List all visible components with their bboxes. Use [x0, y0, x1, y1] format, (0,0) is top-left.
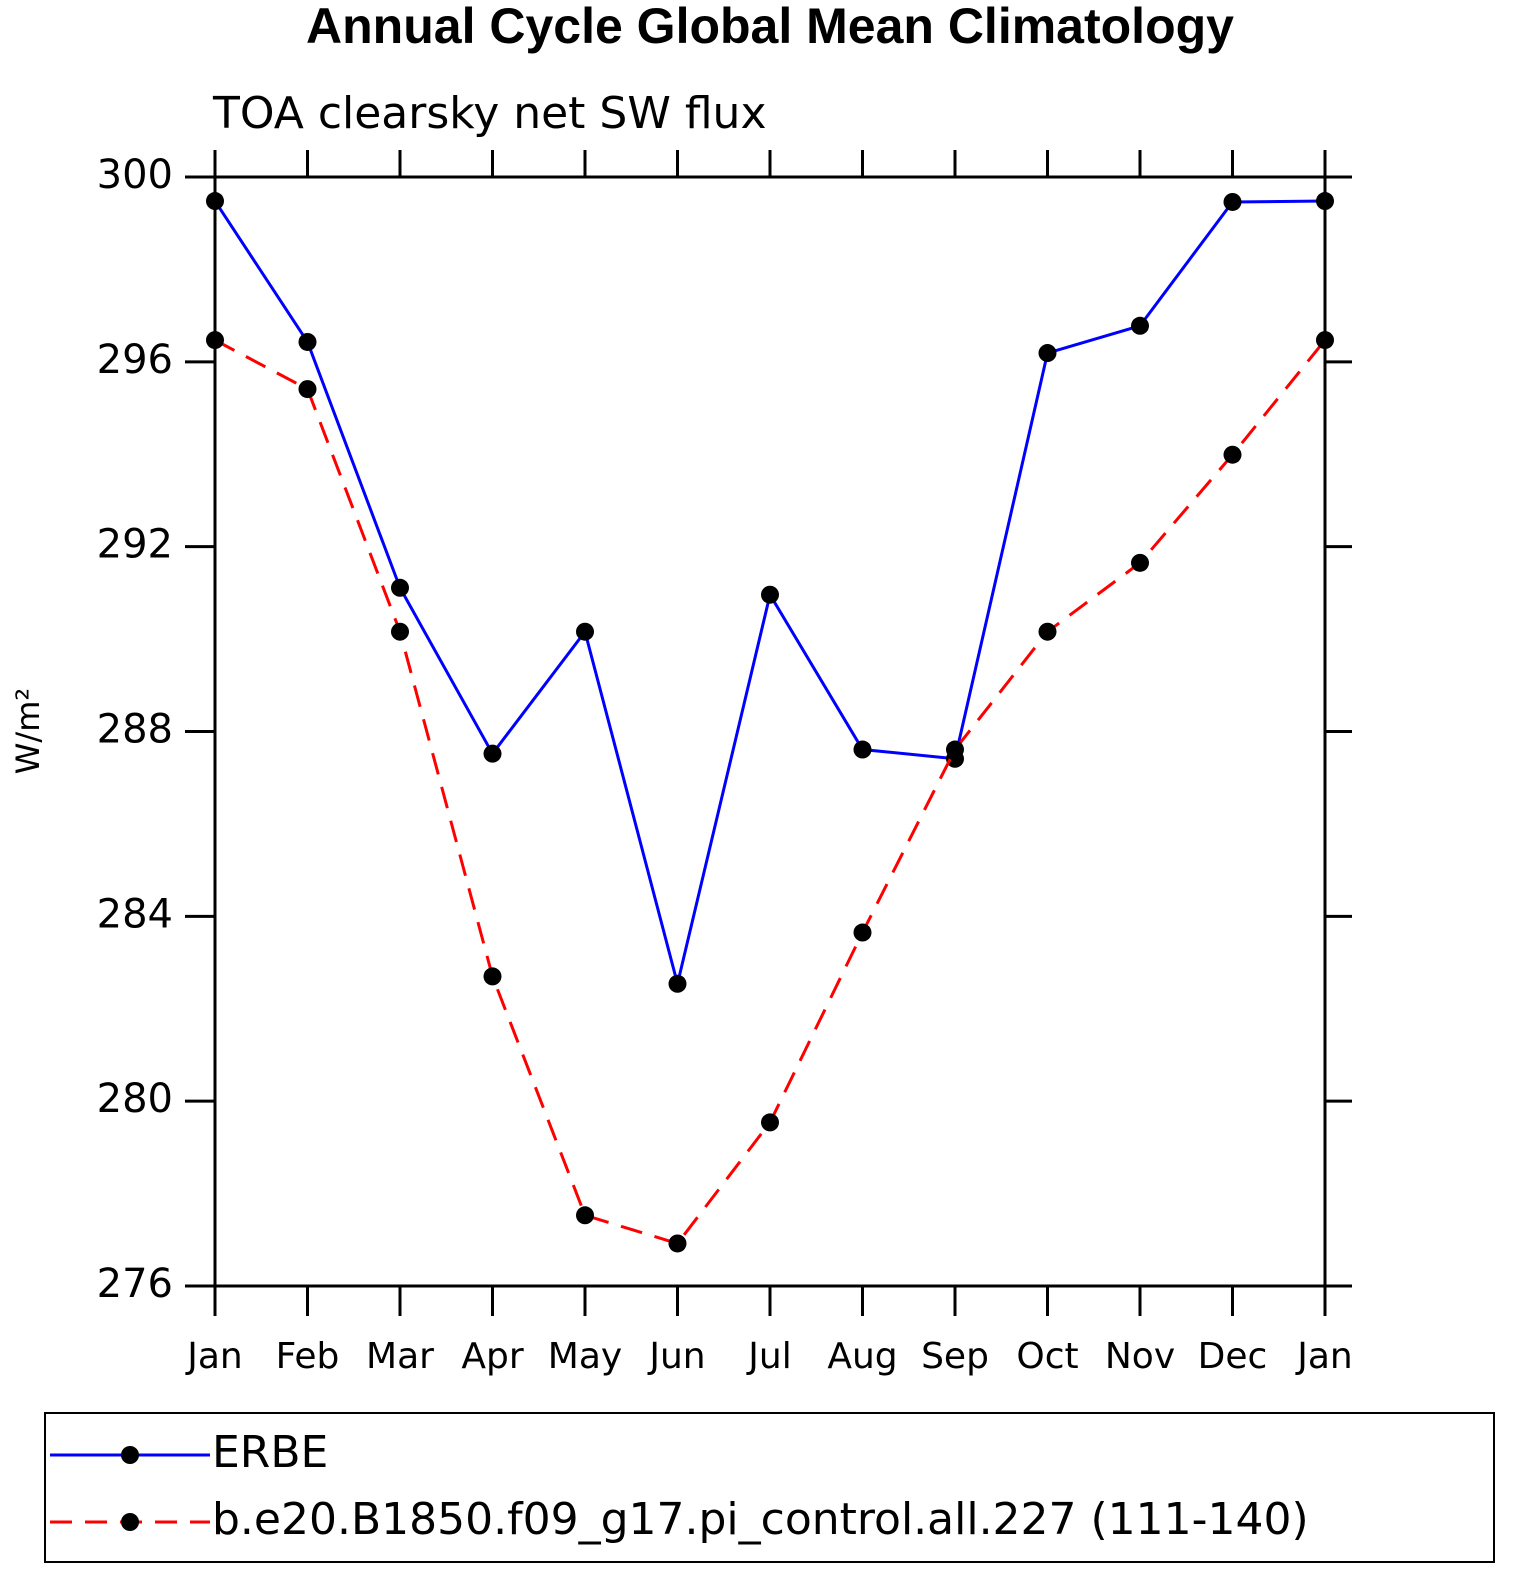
data-point [1316, 192, 1334, 211]
data-point [1038, 344, 1057, 363]
x-tick-label: Jul [746, 1336, 791, 1377]
data-point [1223, 445, 1242, 464]
x-tick-label: Jan [1295, 1336, 1353, 1377]
data-point [206, 192, 224, 211]
data-point [761, 1113, 779, 1132]
x-tick-label: Oct [1016, 1336, 1078, 1377]
y-tick-label: 288 [97, 707, 173, 753]
y-tick-label: 300 [97, 152, 173, 198]
x-tick-label: May [548, 1336, 622, 1377]
legend-marker [121, 1513, 139, 1531]
data-point [853, 923, 872, 942]
data-point [391, 622, 409, 641]
y-tick-label: 296 [97, 337, 173, 383]
y-tick-label: 292 [97, 522, 173, 568]
data-point [298, 332, 317, 351]
x-tick-label: Dec [1198, 1336, 1268, 1377]
data-point [391, 578, 409, 597]
data-point [576, 1206, 594, 1225]
data-point [483, 744, 502, 763]
x-tick-label: Jun [647, 1336, 705, 1377]
x-tick-label: Feb [276, 1336, 340, 1377]
legend-label: b.e20.B1850.f09_g17.pi_control.all.227 (… [212, 1494, 1309, 1545]
y-axis-label: W/m² [9, 688, 47, 774]
x-tick-label: Apr [461, 1336, 523, 1377]
data-point [298, 380, 317, 399]
legend-box [44, 1412, 1495, 1563]
data-point [668, 1234, 687, 1253]
x-tick-label: Jan [185, 1336, 243, 1377]
chart-title: Annual Cycle Global Mean Climatology [306, 0, 1234, 54]
x-tick-label: Aug [827, 1336, 897, 1377]
y-tick-label: 280 [97, 1076, 173, 1122]
data-point [946, 740, 964, 759]
legend-marker [121, 1446, 139, 1464]
data-point [668, 974, 687, 993]
data-point [1131, 553, 1149, 572]
y-tick-label: 276 [97, 1261, 173, 1307]
data-point [483, 967, 502, 986]
data-point [206, 331, 224, 350]
chart-subtitle: TOA clearsky net SW flux [212, 88, 766, 139]
data-point [576, 622, 594, 641]
x-tick-label: Nov [1105, 1336, 1175, 1377]
data-point [1131, 316, 1149, 335]
x-tick-label: Sep [921, 1336, 989, 1377]
data-point [1223, 192, 1242, 211]
data-point [1038, 622, 1057, 641]
y-tick-label: 284 [97, 891, 173, 937]
data-point [853, 740, 872, 759]
data-point [1316, 331, 1334, 350]
legend-label: ERBE [212, 1427, 328, 1478]
series-line [214, 338, 1327, 1246]
data-point [761, 585, 779, 604]
x-tick-label: Mar [366, 1336, 434, 1377]
